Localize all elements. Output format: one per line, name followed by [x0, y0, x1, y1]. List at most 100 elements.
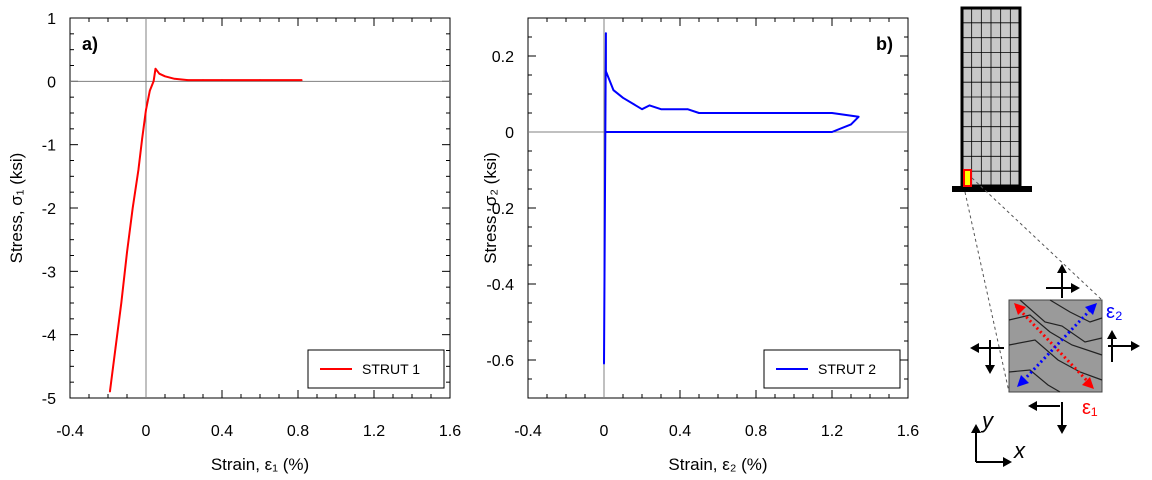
coordinate-axes: y x — [971, 408, 1026, 467]
y-tick-label: -1 — [42, 138, 56, 155]
y-axis-letter: y — [980, 408, 995, 433]
data-point — [622, 97, 624, 99]
eps1-label: ε₁ — [1082, 397, 1098, 419]
chart-panel-b: -0.4 0 0.4 0.8 1.2 1.6 0.2 0 -0.2 -0.4 -0.6 b) STR… — [481, 17, 919, 474]
crack-lines — [1008, 299, 1103, 393]
x-axis-label-a: Strain, ε₁ (%) — [211, 455, 309, 474]
data-point — [154, 67, 157, 70]
x-tick-label: 0.8 — [287, 423, 309, 440]
eps1-arrowhead — [1014, 303, 1026, 315]
data-point — [698, 112, 700, 114]
data-point — [717, 112, 719, 114]
y-tick-label: -3 — [42, 264, 56, 281]
legend-b: STRUT 2 — [763, 349, 901, 389]
data-point — [145, 109, 147, 111]
data-point — [173, 78, 176, 80]
x-tick-label: -0.4 — [56, 423, 84, 440]
arrowhead — [1057, 425, 1067, 434]
x-tick-label: 1.6 — [897, 423, 919, 440]
data-point — [152, 80, 155, 83]
data-point — [831, 131, 833, 133]
x-tick-label: 0 — [142, 423, 151, 440]
data-point — [736, 131, 738, 133]
x-tick-label: 1.2 — [821, 423, 843, 440]
y-tick-label: 0.2 — [492, 49, 514, 66]
eps2-arrowhead — [1085, 303, 1097, 315]
series-line-strut-1 — [108, 67, 302, 392]
plot-frame-b — [527, 17, 909, 399]
legend-label-strut-1: STRUT 1 — [362, 361, 420, 377]
y-axis-label-a: Stress, σ₁ (ksi) — [7, 153, 26, 264]
stress-arrowheads — [970, 264, 1140, 434]
y-tick-label: -0.6 — [486, 353, 514, 370]
data-point — [641, 108, 643, 110]
data-point — [850, 123, 852, 126]
crack-line — [1008, 339, 1103, 381]
x-tick-label: 0.4 — [211, 423, 233, 440]
x-axis-letter: x — [1013, 438, 1026, 463]
wall-foundation — [952, 186, 1032, 192]
panel-label-a: a) — [82, 34, 98, 54]
y-tick-label: -0.4 — [486, 277, 514, 294]
series-a — [108, 67, 303, 393]
ticks-a: -0.4 0 0.4 0.8 1.2 1.6 1 0 -1 -2 -3 -4 -5 — [42, 11, 461, 440]
data-point — [164, 75, 166, 78]
data-point — [137, 169, 140, 171]
eps2-arrowhead — [1017, 375, 1029, 387]
data-point — [793, 131, 795, 133]
panel-label-b: b) — [876, 34, 893, 54]
data-point — [120, 302, 123, 304]
y-tick-label: -0.2 — [486, 201, 514, 218]
x-tick-label: 1.6 — [439, 423, 461, 440]
y-tick-label: 0 — [47, 74, 56, 91]
arrowhead — [1107, 330, 1117, 339]
crack-line — [1008, 369, 1061, 393]
arrowhead — [985, 365, 995, 374]
arrowhead — [970, 343, 979, 353]
data-point — [141, 137, 143, 140]
arrowhead — [971, 424, 981, 433]
arrowhead — [1071, 283, 1080, 293]
arrowhead — [1003, 457, 1012, 467]
chart-panel-a: -0.4 0 0.4 0.8 1.2 1.6 1 0 -1 -2 -3 -4 -5 a) STRUT 1… — [7, 11, 461, 474]
x-axis-label-b: Strain, ε₂ (%) — [668, 455, 767, 474]
x-tick-label: 0.4 — [669, 423, 691, 440]
data-point — [622, 131, 624, 133]
data-point — [131, 207, 134, 209]
legend-label-strut-2: STRUT 2 — [818, 361, 876, 377]
x-tick-label: 0.8 — [745, 423, 767, 440]
x-tick-label: 0 — [600, 423, 609, 440]
data-point — [764, 112, 767, 114]
zoom-line-left — [964, 191, 1010, 393]
data-point — [158, 72, 161, 75]
highlighted-element — [963, 169, 972, 187]
data-point — [764, 131, 767, 133]
data-point — [793, 112, 795, 114]
legend-a: STRUT 1 — [307, 349, 445, 389]
zoom-line-right — [971, 177, 1103, 301]
data-point — [605, 70, 607, 72]
data-point — [857, 116, 860, 118]
x-tick-label: -0.4 — [514, 423, 542, 440]
plot-frame-a — [69, 17, 451, 399]
crack-line — [1019, 299, 1103, 343]
data-point — [698, 131, 700, 133]
data-point — [686, 108, 689, 110]
data-point — [605, 131, 607, 133]
data-point — [149, 90, 151, 92]
y-tick-label: -5 — [42, 391, 56, 408]
y-tick-label: -2 — [42, 201, 56, 218]
data-point — [202, 79, 204, 81]
zero-lines-a — [70, 18, 450, 398]
data-point — [126, 251, 128, 254]
data-point — [831, 112, 833, 114]
data-point — [109, 390, 111, 393]
eps1-arrowhead — [1082, 377, 1094, 389]
ticks-b: -0.4 0 0.4 0.8 1.2 1.6 0.2 0 -0.2 -0.4 -0.6 — [486, 17, 919, 440]
crack-line — [1049, 299, 1103, 323]
data-point — [259, 79, 261, 81]
y-tick-label: 0 — [505, 125, 514, 142]
eps2-label: ε₂ — [1106, 301, 1123, 323]
data-point — [605, 32, 607, 34]
